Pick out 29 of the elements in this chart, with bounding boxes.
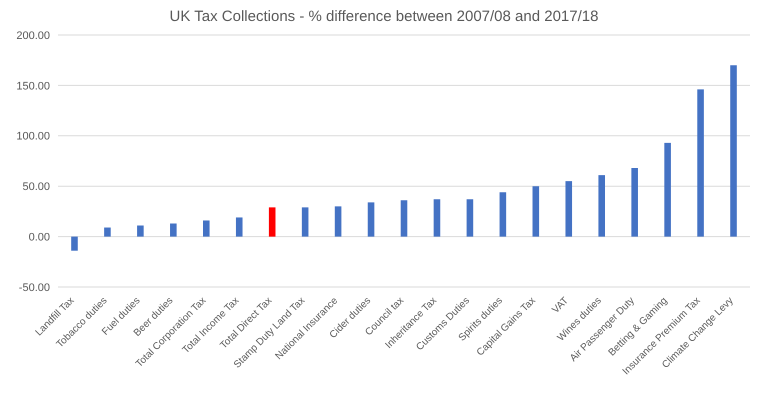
bar: [268, 207, 276, 237]
bar: [368, 202, 374, 237]
bar: [664, 142, 671, 237]
bar: [170, 223, 177, 237]
y-tick-label: 200.00: [16, 30, 50, 42]
bar: [697, 89, 704, 237]
bar: [202, 220, 210, 237]
bar: [565, 181, 572, 237]
bar: [400, 200, 408, 237]
bar: [434, 199, 440, 237]
y-tick-label: 150.00: [16, 80, 50, 92]
chart-title: UK Tax Collections - % difference between 2007/08 and 2017/18: [168, 8, 600, 25]
bar: [334, 206, 342, 237]
x-tick-label: VAT: [550, 295, 571, 316]
y-tick-label: 0.00: [28, 232, 50, 244]
bar: [71, 236, 78, 251]
bar: [500, 192, 506, 237]
y-tick-label: 50.00: [22, 181, 50, 194]
y-tick-label: 100.00: [16, 130, 50, 143]
bar: [466, 199, 474, 237]
bar: [236, 217, 243, 237]
y-tick-label: -50.00: [18, 282, 50, 294]
bar: [730, 65, 737, 237]
bar: [532, 186, 540, 237]
bar: [104, 228, 111, 237]
bar: [302, 207, 308, 237]
bar: [598, 175, 606, 237]
bar: [631, 168, 638, 237]
bar: [137, 226, 144, 237]
